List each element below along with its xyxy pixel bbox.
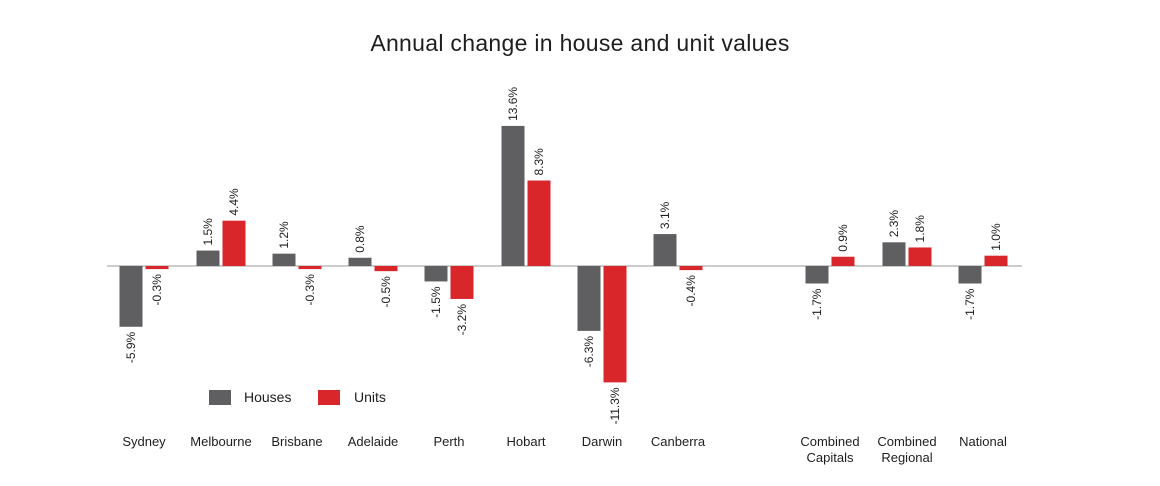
bar-houses-combined-capitals: [805, 266, 829, 284]
bar-units-sydney: [145, 266, 169, 270]
bar-houses-combined-regional: [882, 242, 906, 266]
bar-houses-darwin: [577, 266, 601, 331]
value-label-units-darwin: -11.3%: [608, 387, 622, 424]
value-label-houses-combined-regional: 2.3%: [887, 210, 901, 238]
value-label-units-adelaide: -0.5%: [379, 276, 393, 308]
category-label-combined-regional-line-1: Combined: [877, 434, 936, 449]
value-label-houses-adelaide: 0.8%: [353, 225, 367, 253]
value-label-units-sydney: -0.3%: [150, 274, 164, 306]
bar-houses-hobart: [501, 125, 525, 266]
bar-units-melbourne: [222, 220, 246, 266]
category-label-brisbane: Brisbane: [271, 434, 322, 449]
legend-label-houses: Houses: [244, 389, 291, 405]
bar-units-perth: [450, 266, 474, 299]
category-label-perth: Perth: [433, 434, 464, 449]
legend-swatch-houses: [209, 390, 231, 405]
value-label-houses-brisbane: 1.2%: [277, 221, 291, 249]
bar-units-hobart: [527, 180, 551, 266]
value-label-units-perth: -3.2%: [455, 304, 469, 336]
legend-label-units: Units: [354, 389, 386, 405]
category-label-combined-capitals-line-2: Capitals: [807, 450, 854, 465]
category-label-adelaide: Adelaide: [348, 434, 399, 449]
legend-swatch-units: [318, 390, 340, 405]
bar-houses-melbourne: [196, 250, 220, 266]
bar-houses-canberra: [653, 234, 677, 266]
value-label-units-national: 1.0%: [989, 223, 1003, 251]
value-label-houses-canberra: 3.1%: [658, 201, 672, 229]
bar-units-adelaide: [374, 266, 398, 272]
bar-units-combined-regional: [908, 247, 932, 266]
value-label-units-combined-regional: 1.8%: [913, 215, 927, 243]
category-label-melbourne: Melbourne: [190, 434, 251, 449]
value-label-houses-combined-capitals: -1.7%: [810, 288, 824, 320]
bar-houses-national: [958, 266, 982, 284]
value-label-houses-darwin: -6.3%: [582, 336, 596, 368]
category-label-combined-capitals-line-1: Combined: [800, 434, 859, 449]
category-label-hobart: Hobart: [506, 434, 545, 449]
bar-units-national: [984, 255, 1008, 266]
bar-units-combined-capitals: [831, 256, 855, 266]
value-label-units-combined-capitals: 0.9%: [836, 224, 850, 252]
bar-units-canberra: [679, 266, 703, 271]
category-label-darwin: Darwin: [582, 434, 622, 449]
value-label-units-melbourne: 4.4%: [227, 188, 241, 216]
value-label-houses-perth: -1.5%: [429, 286, 443, 318]
value-label-houses-melbourne: 1.5%: [201, 218, 215, 246]
bar-units-brisbane: [298, 266, 322, 270]
bar-houses-sydney: [119, 266, 143, 327]
category-label-canberra: Canberra: [651, 434, 706, 449]
value-label-units-hobart: 8.3%: [532, 148, 546, 176]
value-label-houses-hobart: 13.6%: [506, 87, 520, 121]
chart-title: Annual change in house and unit values: [370, 30, 790, 56]
value-label-houses-sydney: -5.9%: [124, 331, 138, 363]
category-label-sydney: Sydney: [122, 434, 166, 449]
bar-houses-adelaide: [348, 257, 372, 266]
value-label-units-brisbane: -0.3%: [303, 274, 317, 306]
bar-units-darwin: [603, 266, 627, 383]
bar-houses-perth: [424, 266, 448, 282]
category-label-combined-regional-line-2: Regional: [881, 450, 932, 465]
bar-houses-brisbane: [272, 253, 296, 266]
value-label-houses-national: -1.7%: [963, 288, 977, 320]
category-label-national: National: [959, 434, 1007, 449]
value-label-units-canberra: -0.4%: [684, 275, 698, 307]
